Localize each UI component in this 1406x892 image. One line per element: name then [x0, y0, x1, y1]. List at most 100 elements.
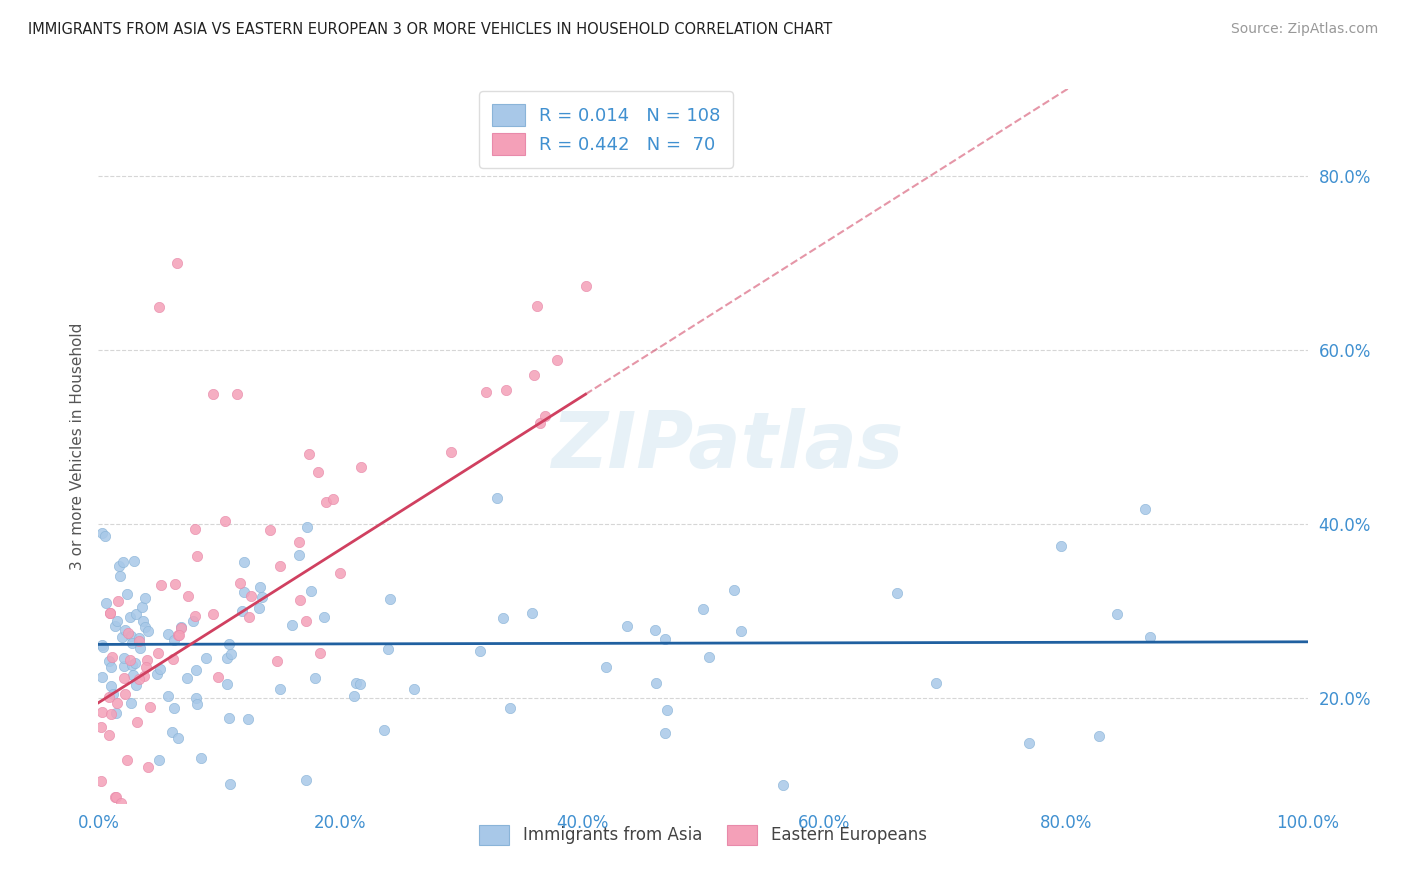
Point	[315, 495, 337, 509]
Point	[122, 554, 145, 568]
Point	[100, 649, 122, 664]
Point	[491, 610, 513, 624]
Point	[148, 753, 170, 767]
Point	[218, 711, 240, 725]
Point	[654, 632, 676, 646]
Point	[135, 659, 157, 673]
Point	[249, 580, 271, 594]
Point	[98, 606, 121, 620]
Point	[132, 614, 155, 628]
Point	[160, 725, 183, 739]
Point	[214, 514, 236, 528]
Point	[186, 697, 208, 711]
Point	[184, 691, 207, 706]
Point	[523, 368, 546, 382]
Point	[156, 627, 179, 641]
Point	[697, 649, 720, 664]
Point	[595, 660, 617, 674]
Point	[655, 703, 678, 717]
Point	[250, 591, 273, 605]
Point	[105, 706, 128, 721]
Point	[295, 772, 318, 787]
Point	[240, 589, 263, 603]
Point	[120, 629, 142, 643]
Point	[104, 790, 127, 805]
Point	[1088, 729, 1111, 743]
Point	[309, 646, 332, 660]
Point	[238, 712, 260, 726]
Point	[574, 278, 596, 293]
Point	[98, 728, 121, 742]
Point	[295, 614, 318, 628]
Point	[118, 610, 141, 624]
Point	[98, 654, 121, 668]
Point	[91, 640, 114, 654]
Point	[107, 696, 129, 710]
Point	[349, 676, 371, 690]
Point	[170, 619, 193, 633]
Point	[184, 663, 207, 677]
Point	[90, 720, 112, 734]
Point	[190, 750, 212, 764]
Point	[120, 697, 142, 711]
Point	[195, 650, 218, 665]
Point	[1050, 539, 1073, 553]
Point	[125, 607, 148, 621]
Point	[107, 593, 129, 607]
Point	[298, 447, 321, 461]
Point	[148, 300, 170, 314]
Point	[101, 687, 124, 701]
Point	[112, 555, 135, 569]
Point	[120, 653, 142, 667]
Text: ZIPatlas: ZIPatlas	[551, 408, 903, 484]
Point	[91, 526, 114, 541]
Point	[207, 670, 229, 684]
Point	[121, 668, 143, 682]
Point	[288, 593, 311, 607]
Point	[105, 614, 128, 628]
Point	[91, 670, 114, 684]
Point	[692, 602, 714, 616]
Text: IMMIGRANTS FROM ASIA VS EASTERN EUROPEAN 3 OR MORE VEHICLES IN HOUSEHOLD CORRELA: IMMIGRANTS FROM ASIA VS EASTERN EUROPEAN…	[28, 22, 832, 37]
Point	[124, 656, 146, 670]
Point	[112, 651, 135, 665]
Point	[145, 667, 167, 681]
Point	[373, 723, 395, 737]
Point	[100, 660, 122, 674]
Point	[534, 409, 557, 423]
Point	[723, 582, 745, 597]
Point	[112, 659, 135, 673]
Legend: Immigrants from Asia, Eastern Europeans: Immigrants from Asia, Eastern Europeans	[470, 814, 936, 855]
Point	[654, 726, 676, 740]
Point	[134, 620, 156, 634]
Point	[163, 633, 186, 648]
Point	[138, 624, 160, 638]
Point	[288, 549, 311, 563]
Point	[218, 777, 240, 791]
Y-axis label: 3 or more Vehicles in Household: 3 or more Vehicles in Household	[69, 322, 84, 570]
Point	[226, 386, 249, 401]
Point	[114, 687, 136, 701]
Point	[184, 522, 207, 536]
Point	[247, 601, 270, 615]
Point	[470, 643, 492, 657]
Point	[475, 384, 498, 399]
Point	[233, 555, 256, 569]
Point	[176, 672, 198, 686]
Point	[138, 760, 160, 774]
Point	[495, 383, 517, 397]
Point	[925, 676, 948, 690]
Point	[104, 789, 127, 804]
Point	[730, 624, 752, 639]
Point	[108, 558, 131, 573]
Point	[91, 638, 114, 652]
Point	[157, 689, 180, 703]
Point	[304, 671, 326, 685]
Point	[183, 614, 205, 628]
Point	[1105, 607, 1128, 621]
Point	[201, 607, 224, 622]
Point	[128, 673, 150, 687]
Point	[131, 600, 153, 615]
Point	[110, 796, 132, 810]
Point	[546, 353, 568, 368]
